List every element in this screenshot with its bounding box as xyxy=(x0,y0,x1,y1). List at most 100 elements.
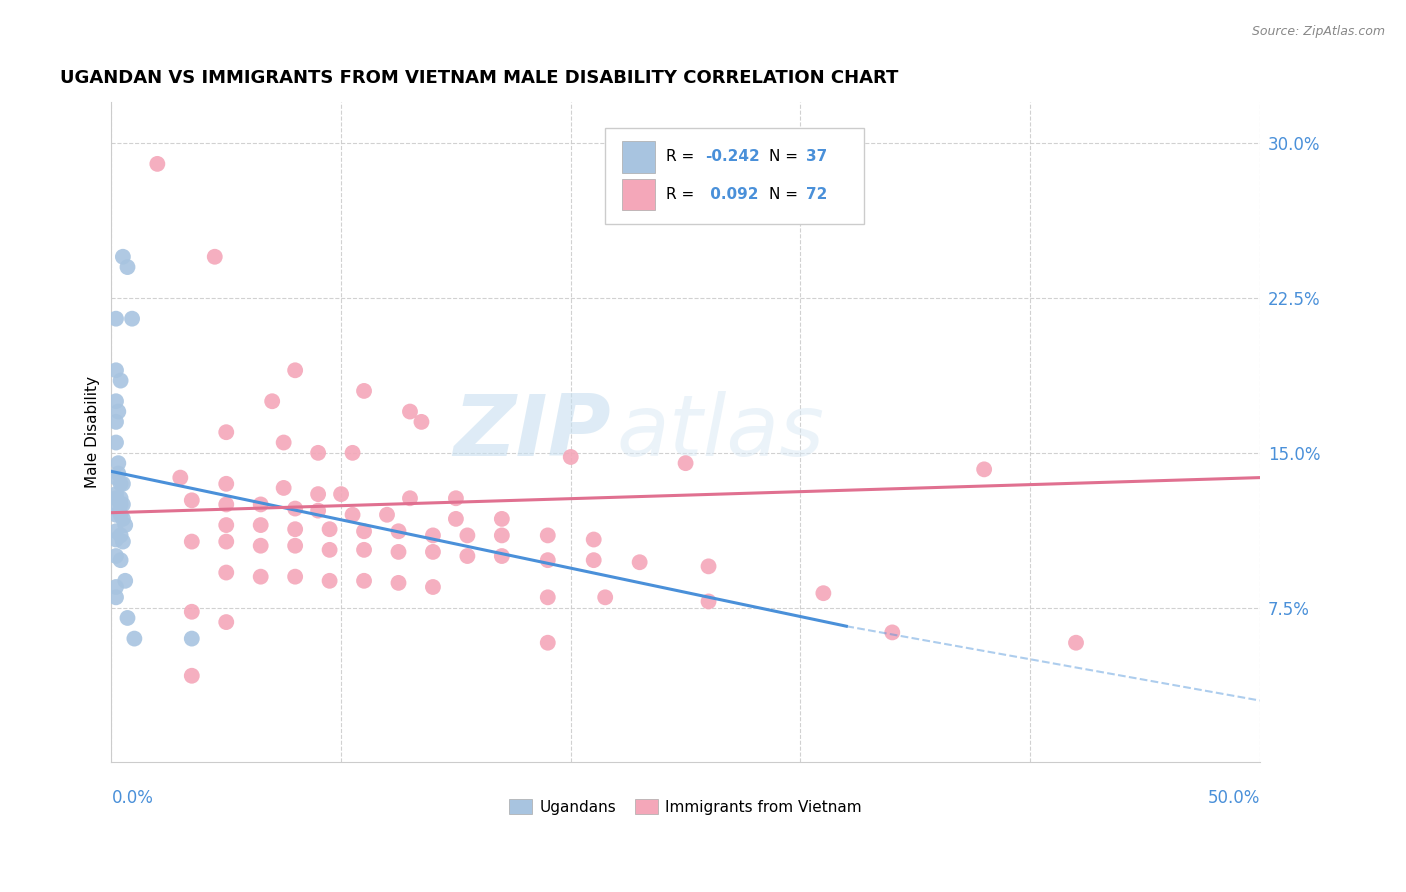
Point xyxy=(124,632,146,646)
Point xyxy=(249,518,271,533)
Point xyxy=(105,498,128,512)
Point xyxy=(491,512,513,526)
Point xyxy=(105,487,128,501)
Point xyxy=(215,518,238,533)
Point xyxy=(387,545,409,559)
Point xyxy=(882,625,904,640)
Point xyxy=(813,586,835,600)
Point xyxy=(353,542,375,557)
Point xyxy=(1064,636,1087,650)
Text: 37: 37 xyxy=(806,149,827,164)
Point xyxy=(582,533,605,547)
Point xyxy=(353,524,375,539)
Point xyxy=(111,512,134,526)
Point xyxy=(444,491,467,506)
Point xyxy=(111,534,134,549)
Point xyxy=(422,580,444,594)
Point xyxy=(105,549,128,563)
Point xyxy=(107,404,129,418)
Point xyxy=(105,580,128,594)
Point xyxy=(318,542,340,557)
Point xyxy=(399,491,422,506)
Point xyxy=(249,569,271,583)
Point xyxy=(117,260,139,274)
Point xyxy=(215,615,238,629)
Point xyxy=(110,528,132,542)
Point xyxy=(353,384,375,398)
Point xyxy=(307,446,329,460)
Point xyxy=(215,476,238,491)
Point xyxy=(105,363,128,377)
Point xyxy=(111,250,134,264)
Text: 72: 72 xyxy=(806,187,828,202)
Text: UGANDAN VS IMMIGRANTS FROM VIETNAM MALE DISABILITY CORRELATION CHART: UGANDAN VS IMMIGRANTS FROM VIETNAM MALE … xyxy=(59,69,898,87)
Point xyxy=(180,493,202,508)
Point xyxy=(117,611,139,625)
Point xyxy=(973,462,995,476)
Point xyxy=(318,574,340,588)
Text: Source: ZipAtlas.com: Source: ZipAtlas.com xyxy=(1251,25,1385,38)
Point xyxy=(110,476,132,491)
Point xyxy=(110,508,132,522)
Point xyxy=(422,528,444,542)
Point xyxy=(105,311,128,326)
Point xyxy=(491,528,513,542)
Point xyxy=(697,559,720,574)
Text: R =: R = xyxy=(666,187,699,202)
Point xyxy=(353,574,375,588)
FancyBboxPatch shape xyxy=(623,178,655,211)
Point xyxy=(284,569,307,583)
Point xyxy=(105,435,128,450)
Legend: Ugandans, Immigrants from Vietnam: Ugandans, Immigrants from Vietnam xyxy=(503,793,868,821)
Point xyxy=(105,394,128,409)
Point xyxy=(582,553,605,567)
Point xyxy=(146,157,169,171)
Point xyxy=(262,394,284,409)
Point xyxy=(284,501,307,516)
Point xyxy=(215,534,238,549)
Text: atlas: atlas xyxy=(617,391,825,474)
Point xyxy=(675,456,697,470)
Point xyxy=(330,487,353,501)
Point xyxy=(537,528,560,542)
Point xyxy=(110,374,132,388)
Text: 0.0%: 0.0% xyxy=(111,789,153,807)
Point xyxy=(456,528,478,542)
Point xyxy=(121,311,143,326)
Text: N =: N = xyxy=(769,187,803,202)
Point xyxy=(284,363,307,377)
Point xyxy=(180,632,202,646)
Point xyxy=(180,605,202,619)
Point xyxy=(110,491,132,506)
Point xyxy=(114,518,136,533)
Point xyxy=(399,404,422,418)
Point xyxy=(105,491,128,506)
Point xyxy=(111,476,134,491)
Y-axis label: Male Disability: Male Disability xyxy=(86,376,100,488)
Text: -0.242: -0.242 xyxy=(704,149,759,164)
Point xyxy=(204,250,226,264)
Point xyxy=(284,522,307,536)
Point xyxy=(169,470,191,484)
Point xyxy=(105,415,128,429)
Point xyxy=(105,524,128,539)
Point xyxy=(307,503,329,517)
Text: ZIP: ZIP xyxy=(453,391,612,474)
Point xyxy=(342,446,364,460)
Point xyxy=(273,435,295,450)
FancyBboxPatch shape xyxy=(605,128,863,224)
Point xyxy=(284,539,307,553)
Point xyxy=(422,545,444,559)
Point xyxy=(593,591,616,605)
Point xyxy=(215,425,238,440)
Point xyxy=(180,534,202,549)
Point xyxy=(537,636,560,650)
Text: 0.092: 0.092 xyxy=(704,187,759,202)
Point xyxy=(215,498,238,512)
Point xyxy=(105,591,128,605)
Point xyxy=(105,533,128,547)
Point xyxy=(491,549,513,563)
Point xyxy=(307,487,329,501)
FancyBboxPatch shape xyxy=(623,141,655,173)
Point xyxy=(342,508,364,522)
